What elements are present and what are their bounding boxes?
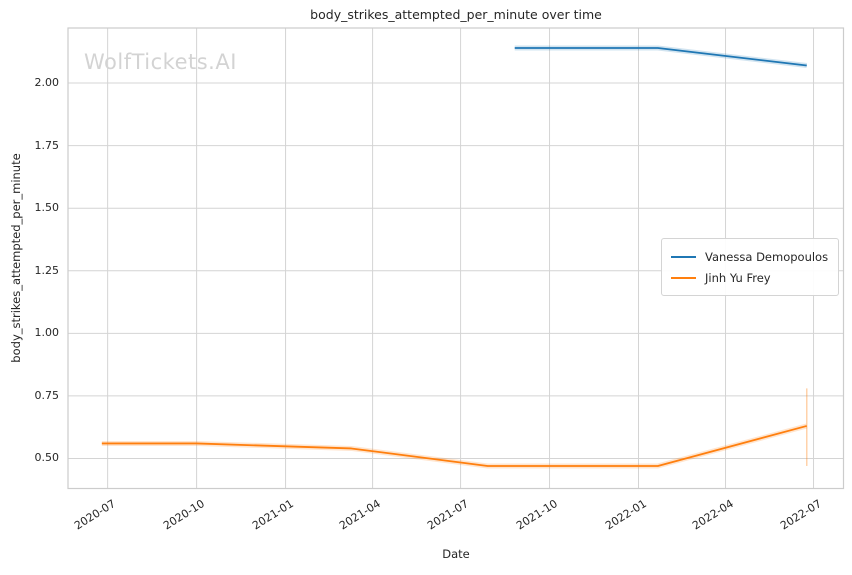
series-line (101, 425, 807, 467)
x-tick-label: 2022-01 (603, 497, 688, 532)
x-tick-label: 2022-04 (690, 497, 775, 532)
y-tick-label: 1.00 (34, 326, 60, 340)
y-tick-label: 1.75 (34, 138, 60, 152)
plot-border (67, 27, 845, 490)
legend-item: Jinh Yu Frey (671, 267, 828, 288)
y-axis-label: body_strikes_attempted_per_minute (9, 153, 23, 363)
y-tick-label: 0.75 (34, 388, 60, 402)
y-tick-label: 0.50 (34, 451, 60, 465)
watermark-text: WolfTickets.AI (84, 50, 237, 74)
x-tick-label: 2021-10 (514, 497, 599, 532)
x-tick-label: 2021-01 (250, 497, 335, 532)
x-tick-label: 2020-07 (72, 497, 157, 532)
legend-item: Vanessa Demopoulos (671, 246, 828, 267)
series-confidence-band (101, 423, 808, 469)
x-tick-label: 2021-04 (337, 497, 422, 532)
legend-label: Jinh Yu Frey (705, 270, 771, 285)
x-axis-label: Date (442, 547, 470, 561)
legend: Vanessa Demopoulos Jinh Yu Frey (661, 238, 840, 296)
x-tick-label: 2022-07 (778, 497, 852, 532)
chart-title: body_strikes_attempted_per_minute over t… (310, 7, 602, 22)
legend-label: Vanessa Demopoulos (705, 249, 829, 264)
x-tick-label: 2020-10 (161, 497, 246, 532)
legend-line-swatch (671, 255, 696, 258)
series-line (514, 47, 807, 67)
x-tick-label: 2021-07 (425, 497, 510, 532)
y-tick-label: 2.00 (34, 76, 60, 90)
legend-line-swatch (671, 276, 696, 279)
y-tick-label: 1.50 (34, 201, 60, 215)
y-tick-label: 1.25 (34, 263, 60, 277)
series-confidence-band (514, 45, 808, 69)
